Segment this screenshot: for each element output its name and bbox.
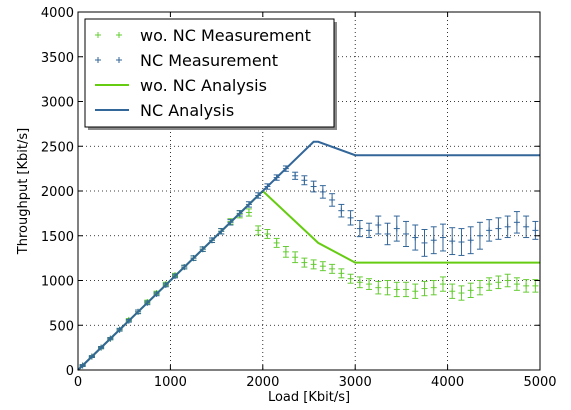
data-point (301, 257, 308, 268)
data-point (375, 215, 382, 235)
data-point (467, 282, 474, 299)
data-point (495, 217, 502, 240)
data-point (356, 276, 363, 289)
x-tick-label: 3000 (339, 375, 372, 390)
series-line (77, 140, 540, 371)
y-tick-label: 2500 (41, 140, 74, 155)
legend: wo. NC Measurement NC Measurement wo. NC A… (84, 18, 337, 130)
data-point (486, 277, 493, 291)
data-point (329, 193, 336, 207)
data-point (430, 280, 437, 296)
series-layer (77, 140, 540, 371)
data-point (319, 185, 326, 199)
data-point (292, 251, 299, 264)
data-point (292, 171, 299, 180)
data-point (458, 285, 465, 301)
x-tick-label: 5000 (523, 375, 556, 390)
data-point (356, 220, 363, 238)
data-point (366, 222, 373, 239)
y-tick-label: 0 (66, 364, 74, 379)
data-point (532, 279, 539, 293)
data-point (301, 175, 308, 186)
data-point (476, 221, 483, 250)
data-point (421, 280, 428, 297)
data-point (504, 215, 511, 239)
data-point (347, 273, 354, 284)
data-point (264, 228, 271, 239)
y-tick-label: 3500 (41, 51, 74, 66)
data-point (329, 263, 336, 274)
y-tick-label: 1000 (41, 275, 74, 290)
data-point (458, 228, 465, 256)
y-axis-label: Throughput [Kbit/s] (16, 128, 31, 255)
data-point (384, 280, 391, 296)
data-point (412, 224, 419, 251)
data-point (439, 223, 446, 252)
data-point (393, 215, 400, 242)
data-point (393, 281, 400, 298)
data-point (504, 273, 511, 288)
data-point (255, 225, 262, 236)
data-point (375, 280, 382, 295)
legend-entry: wo. NC Analysis (95, 76, 267, 95)
data-point (403, 281, 410, 298)
legend-label: NC Measurement (140, 51, 278, 70)
x-axis-label: Load [Kbit/s] (268, 390, 350, 405)
data-point (366, 278, 373, 290)
y-tick-label: 2000 (41, 185, 74, 200)
ticks: 0 1000 2000 3000 4000 5000 0 500 1000 1500 2000 250… (41, 6, 557, 390)
y-tick-label: 4000 (41, 6, 74, 21)
y-tick-label: 3000 (41, 96, 74, 111)
legend-label: wo. NC Measurement (140, 26, 311, 45)
legend-label: NC Analysis (140, 101, 234, 120)
data-point (449, 227, 456, 256)
legend-entry: NC Analysis (95, 101, 234, 120)
data-point (449, 283, 456, 299)
data-point (523, 279, 530, 293)
legend-entry: wo. NC Measurement (95, 26, 311, 45)
data-point (384, 222, 391, 246)
data-point (486, 219, 493, 242)
series-3 (77, 140, 540, 371)
data-point (523, 215, 530, 239)
data-point (338, 268, 345, 279)
data-point (310, 180, 317, 193)
data-point (495, 275, 502, 290)
data-point (403, 220, 410, 247)
data-point (412, 283, 419, 299)
data-point (319, 261, 326, 272)
data-point (430, 226, 437, 255)
data-point (513, 211, 520, 234)
y-tick-label: 1500 (41, 230, 74, 245)
legend-label: wo. NC Analysis (140, 76, 267, 95)
data-point (532, 220, 539, 240)
data-point (338, 203, 345, 218)
data-point (347, 210, 354, 226)
data-point (513, 277, 520, 291)
data-point (310, 259, 317, 270)
data-point (421, 228, 428, 257)
legend-entry: NC Measurement (95, 51, 278, 70)
data-point (467, 226, 474, 255)
x-tick-label: 2000 (246, 375, 279, 390)
data-point (476, 280, 483, 296)
data-point (245, 208, 252, 217)
data-point (282, 245, 289, 258)
x-tick-label: 4000 (431, 375, 464, 390)
y-tick-label: 500 (49, 319, 74, 334)
x-tick-label: 0 (74, 375, 82, 390)
data-point (439, 276, 446, 292)
x-tick-label: 1000 (154, 375, 187, 390)
data-point (273, 237, 280, 248)
